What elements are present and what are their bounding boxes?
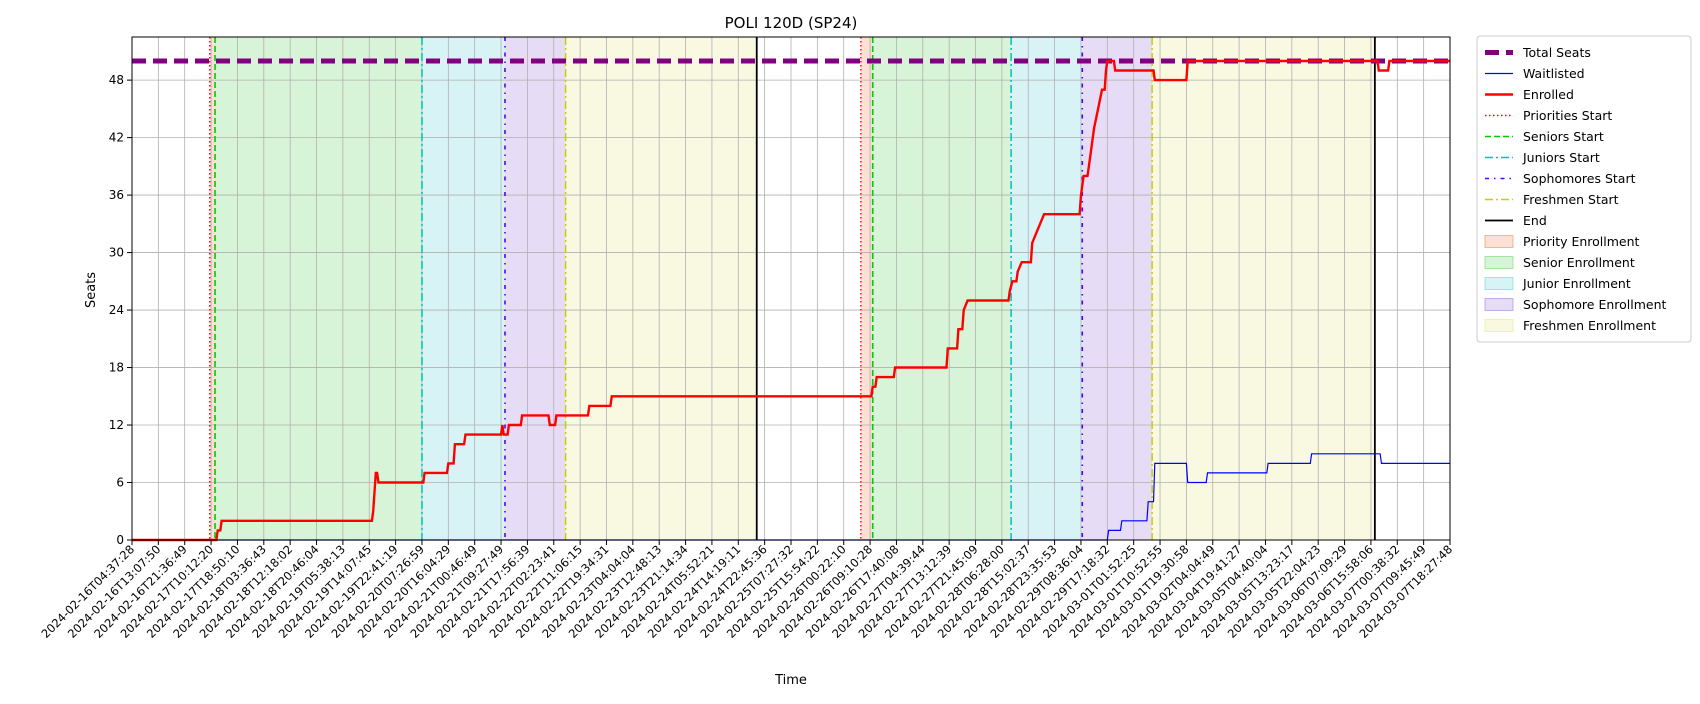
y-tick-label: 48 <box>109 73 124 87</box>
legend-label: Senior Enrollment <box>1523 255 1635 270</box>
legend-label: Priorities Start <box>1523 108 1612 123</box>
series-waitlisted <box>132 453 1450 541</box>
legend-label: Seniors Start <box>1523 129 1604 144</box>
legend-frame <box>1476 35 1692 343</box>
chart-title: POLI 120D (SP24) <box>725 14 858 32</box>
y-tick-label: 6 <box>116 476 124 490</box>
span-priority-enrollment <box>860 37 873 540</box>
y-tick-label: 18 <box>109 361 124 375</box>
legend-label: Juniors Start <box>1522 150 1600 165</box>
legend-swatch <box>1484 256 1514 269</box>
legend-swatch <box>1484 319 1514 332</box>
series-enrolled <box>132 59 1450 542</box>
span-sophomore-enrollment <box>504 37 566 540</box>
legend-label: Waitlisted <box>1523 66 1585 81</box>
y-tick-label: 24 <box>109 303 124 317</box>
span-junior-enrollment <box>1011 37 1083 540</box>
y-tick-label: 0 <box>116 533 124 547</box>
y-tick-label: 36 <box>109 188 124 202</box>
span-priority-enrollment <box>209 37 216 540</box>
span-junior-enrollment <box>421 37 505 540</box>
y-axis-label: Seats <box>84 272 99 308</box>
legend-label: Junior Enrollment <box>1522 276 1631 291</box>
legend-label: Total Seats <box>1522 45 1591 60</box>
legend-label: Freshmen Start <box>1523 192 1619 207</box>
legend-label: Sophomores Start <box>1523 171 1636 186</box>
y-tick-label: 42 <box>109 131 124 145</box>
span-sophomore-enrollment <box>1082 37 1153 540</box>
legend-swatch <box>1484 277 1514 290</box>
chart-legend: Total Seats Waitlisted Enrolled Priorities … <box>1476 35 1692 343</box>
legend-label: Freshmen Enrollment <box>1523 318 1656 333</box>
y-tick-label: 30 <box>109 246 124 260</box>
x-axis-label: Time <box>774 673 807 688</box>
legend-label: Sophomore Enrollment <box>1523 297 1667 312</box>
legend-label: Priority Enrollment <box>1523 234 1640 249</box>
span-senior-enrollment <box>215 37 422 540</box>
y-tick-label: 12 <box>109 418 124 432</box>
legend-label: Enrolled <box>1523 87 1574 102</box>
legend-swatch <box>1484 298 1514 311</box>
span-senior-enrollment <box>872 37 1012 540</box>
legend-swatch <box>1484 235 1514 248</box>
span-freshmen-enrollment <box>1152 37 1375 540</box>
span-freshmen-enrollment <box>565 37 757 540</box>
legend-label: End <box>1523 213 1547 228</box>
